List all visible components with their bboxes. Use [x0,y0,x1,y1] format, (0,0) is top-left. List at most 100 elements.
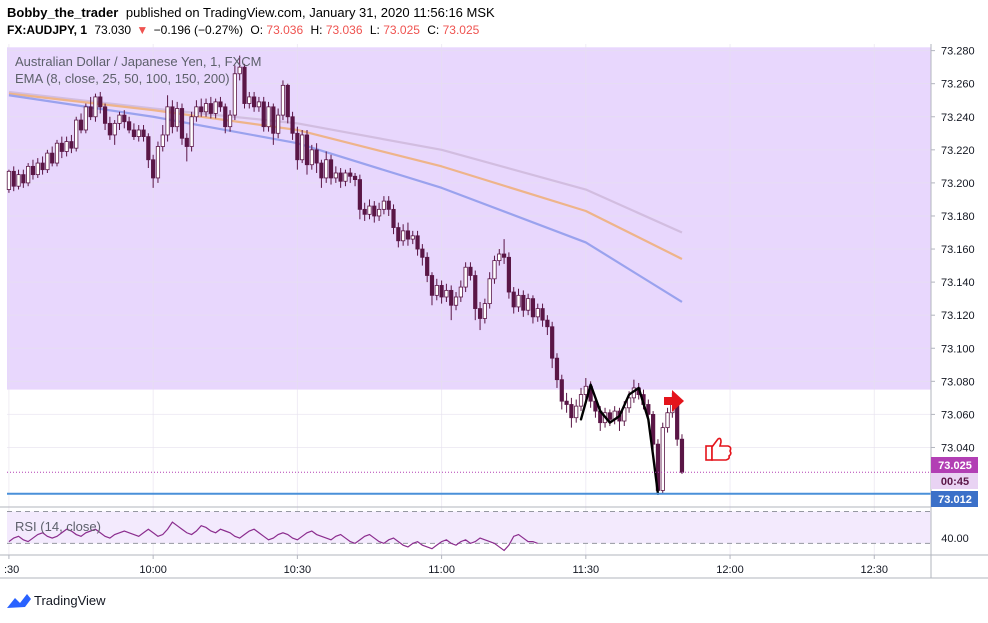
high-label: H: [310,23,322,37]
candle-body [352,175,358,180]
price-axis[interactable]: 73.280 73.260 73.240 73.220 73.200 73.180 73.1… [931,46,975,455]
candle-body [410,235,415,240]
candle-body [223,106,228,128]
candle-body [535,308,540,318]
candle-body [328,159,334,179]
rsi-level-label: 40.00 [941,533,969,545]
candle-body [213,101,218,114]
candle-body [151,159,156,179]
hand-drawn-stroke [579,383,660,495]
price-tick-label: 73.120 [941,310,975,322]
close-label: C: [427,23,439,37]
candle-body [651,413,656,445]
candle-body [338,172,343,182]
ema-legend[interactable]: EMA (8, close, 25, 50, 100, 150, 200) [15,71,230,86]
tradingview-logo-icon [7,594,31,608]
candle-body [516,294,521,308]
price-pane[interactable] [6,44,931,555]
rsi-line [8,521,538,552]
candle-body [665,412,670,429]
candle-body [50,152,55,164]
candle-body [415,235,420,250]
candle-body [357,179,362,210]
price-tick-label: 73.100 [941,343,975,355]
candle-body [333,172,338,179]
price-tick-label: 73.200 [941,178,975,190]
tradingview-brand[interactable]: TradingView [34,593,106,608]
candle-body [376,208,382,217]
candle-body [367,205,372,215]
candle-body [521,294,526,311]
time-tick-label: :30 [4,564,19,576]
candle-body [64,141,69,152]
candle-body [271,106,276,134]
time-axis[interactable]: :30 10:00 10:30 11:00 11:30 12:00 12:30 [4,555,888,576]
candle-body [506,256,512,293]
candle-body [98,96,103,108]
candle-body [232,73,237,116]
candle-body [160,134,165,147]
candle-body [482,303,487,319]
author-name[interactable]: Bobby_the_trader [7,5,118,20]
candle-body [295,132,300,161]
candle-body [184,137,189,147]
candle-body [530,298,536,318]
candle-body [218,101,223,108]
candle-body [526,298,531,311]
close-value: 73.025 [443,23,480,37]
candle-body [45,152,50,171]
instrument-legend: Australian Dollar / Japanese Yen, 1, FXC… [15,54,261,69]
candle-body [381,200,387,210]
candle-body [386,200,391,210]
candle-body [203,103,209,113]
price-change: −0.196 (−0.27%) [154,23,243,37]
candle-body [136,129,141,138]
candle-body [559,379,564,402]
price-tick-label: 73.280 [941,46,975,58]
candle-body [391,208,396,228]
candle-body [564,400,569,405]
candle-body [473,275,478,309]
candle-body [256,101,262,108]
candle-body [276,114,281,134]
current-price-tag-text: 73.025 [938,460,972,472]
candle-body [314,149,319,164]
candle-body [59,142,64,152]
candle-body [583,385,588,395]
candle-body [396,227,401,242]
candle-body [107,122,112,136]
time-tick-label: 12:30 [861,564,889,576]
candle-body [550,326,555,359]
header-line2: FX:AUDJPY, 1 73.030 ▼ −0.196 (−0.27%) O:… [7,23,480,37]
candle-body [170,106,175,128]
candle-body [468,266,473,276]
rsi-band [7,511,931,544]
candle-body [372,205,377,217]
candle-body [11,170,16,187]
price-tick-label: 73.160 [941,244,975,256]
candle-body [131,129,137,138]
candle-body [21,174,26,184]
candle-body [578,394,584,407]
time-tick-label: 10:00 [139,564,167,576]
candle-body [112,122,117,136]
ema-line [8,92,683,260]
candle-body [492,260,497,280]
rsi-pane[interactable] [7,511,931,552]
level-price-tag-text: 73.012 [938,494,972,506]
last-price: 73.030 [94,23,131,37]
candle-body [324,159,329,179]
candle-body [285,84,290,118]
level-price-tag [931,491,978,507]
candle-body [439,285,444,298]
candle-body [679,438,685,473]
candle-body [35,162,40,176]
candle-body [6,170,12,190]
candle-body [83,106,88,131]
time-tick-label: 12:00 [716,564,744,576]
candle-body [554,357,560,381]
candle-body [511,291,516,308]
price-tick-label: 73.240 [941,112,975,124]
